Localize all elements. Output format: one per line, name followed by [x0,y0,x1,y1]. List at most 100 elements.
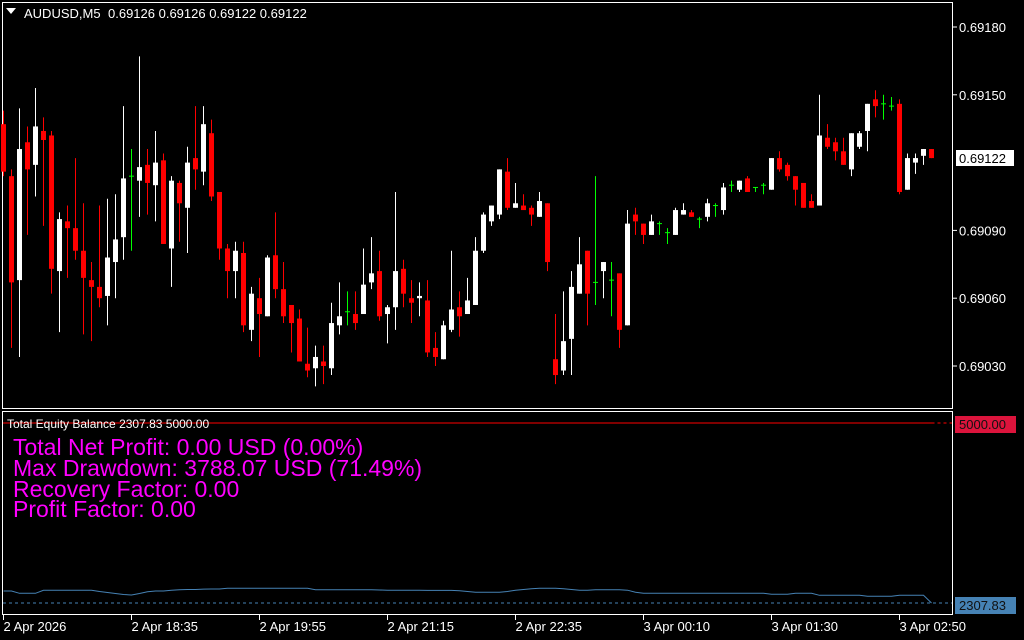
candle [201,106,206,186]
candle [537,191,542,217]
candle [249,286,254,342]
candlestick-series [1,56,934,387]
price-label: 0.69060 [959,291,1006,306]
candle [289,304,294,353]
candle [417,282,422,317]
candle [873,90,878,118]
candle-body [121,178,126,238]
candle [593,176,598,305]
candle [161,153,166,244]
candle [857,130,862,150]
candle [377,250,382,321]
candle [673,207,678,235]
candle-body [9,176,14,283]
candle [329,302,334,376]
candle [753,186,758,192]
candle-body [265,257,270,317]
candle [425,280,430,357]
candle [889,97,894,111]
candle [313,345,318,387]
candle-body [193,158,198,170]
candle [825,124,830,150]
candle [849,133,854,177]
candle-body [137,167,142,181]
candle-body [745,178,750,192]
time-axis[interactable]: 2 Apr 2026 2 Apr 18:35 2 Apr 19:55 2 Apr 21… [3,615,967,634]
candle-body [457,307,462,317]
candle [345,291,350,326]
candle-body [81,250,86,278]
candle-body [425,300,430,353]
candle [73,158,78,260]
candle [881,94,886,120]
candle [897,99,902,195]
candle-body [473,250,478,305]
candle-body [681,210,686,215]
candle [577,237,582,294]
candle [81,203,86,335]
time-label: 3 Apr 00:10 [644,619,711,634]
candle-body [465,300,470,315]
candle [865,103,870,152]
candle-body [721,187,726,211]
triangle-down-icon[interactable] [6,8,16,14]
candle [633,207,638,235]
time-label: 3 Apr 02:50 [900,619,967,634]
candle [233,241,238,299]
candle-body [281,289,286,317]
candle [385,304,390,344]
candle [665,228,670,244]
candle [185,146,190,253]
candle [657,221,662,235]
candle [1,110,6,177]
equity-label-box [955,597,1016,614]
stat-total-net-profit: Total Net Profit: 0.00 USD (0.00%) [13,434,363,460]
candle [305,327,310,378]
candle [833,137,838,161]
candle-body [577,264,582,294]
candle [241,241,246,333]
candle [801,182,806,208]
candle-body [57,219,62,272]
candle [49,130,54,294]
candle [929,149,934,159]
candle-body [929,149,934,159]
candle-body [841,151,846,165]
candle [225,243,230,299]
candle [361,248,366,315]
candle-body [113,239,118,263]
candle [553,314,558,385]
time-label: 3 Apr 01:30 [772,619,839,634]
candle [409,280,414,324]
candle [129,149,134,251]
candle-body [233,250,238,272]
candle [705,198,710,222]
candle [841,137,846,165]
candle-body [297,318,302,362]
indicator-lines [3,422,952,604]
candle [481,212,486,253]
candle-body [625,223,630,326]
candle-body [1,124,6,172]
candle-body [249,293,254,330]
candle-body [777,158,782,170]
indicator-window-frame [2,411,953,615]
candle [545,203,550,272]
price-label: 0.69180 [959,20,1006,35]
candle [337,282,342,335]
candle-body [185,162,190,208]
candle [441,320,446,360]
equity-label-text: 2307.83 [959,598,1006,613]
candle [561,291,566,376]
candle [721,182,726,215]
candle-body [833,142,838,152]
candle-body [313,356,318,369]
candle [465,277,470,315]
price-axis[interactable]: 0.69180 0.69150 0.69090 0.69060 0.69030 [953,20,1006,374]
candle-body [217,191,222,249]
candle [761,182,766,195]
candle-body [25,142,30,170]
candle [265,255,270,317]
candle-body [289,304,294,324]
